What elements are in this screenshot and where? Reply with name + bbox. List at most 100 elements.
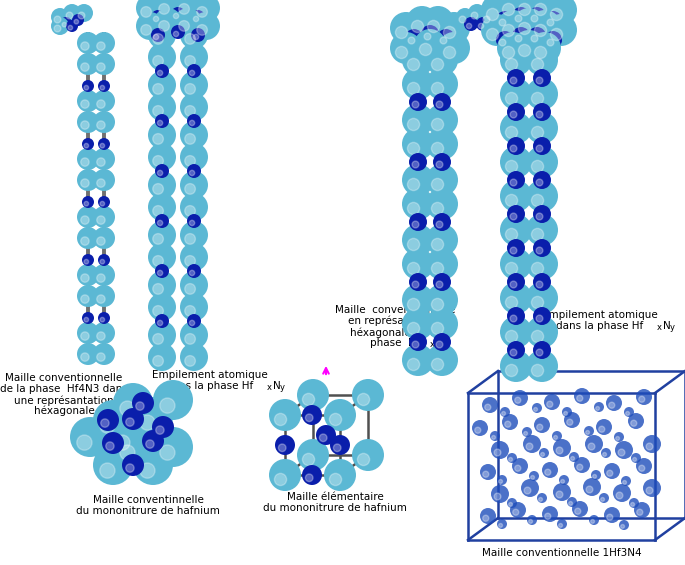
Circle shape: [561, 480, 564, 483]
Circle shape: [102, 432, 124, 454]
Circle shape: [510, 145, 517, 152]
Circle shape: [133, 397, 173, 437]
Circle shape: [529, 32, 561, 64]
Circle shape: [113, 383, 153, 423]
Circle shape: [529, 10, 561, 42]
Circle shape: [544, 31, 562, 49]
Circle shape: [519, 3, 531, 16]
Circle shape: [120, 401, 135, 416]
Circle shape: [486, 8, 499, 20]
Circle shape: [564, 412, 580, 428]
Circle shape: [185, 284, 195, 294]
Circle shape: [526, 112, 558, 144]
Circle shape: [534, 46, 547, 59]
Circle shape: [153, 84, 164, 94]
Circle shape: [502, 3, 514, 16]
Circle shape: [500, 146, 532, 178]
Circle shape: [533, 171, 551, 189]
Circle shape: [153, 380, 193, 420]
Circle shape: [526, 44, 558, 76]
Circle shape: [585, 435, 603, 453]
Circle shape: [436, 341, 443, 348]
Circle shape: [542, 462, 558, 478]
Circle shape: [158, 270, 163, 276]
Circle shape: [185, 233, 195, 244]
Circle shape: [100, 259, 105, 264]
Circle shape: [148, 21, 176, 49]
Circle shape: [532, 262, 544, 275]
Circle shape: [500, 180, 532, 212]
Circle shape: [621, 476, 631, 486]
Circle shape: [408, 238, 420, 250]
Circle shape: [68, 25, 73, 30]
Text: y: y: [670, 323, 675, 332]
Circle shape: [481, 0, 513, 26]
Circle shape: [414, 29, 446, 61]
Circle shape: [154, 8, 182, 36]
Circle shape: [589, 515, 599, 525]
Circle shape: [77, 169, 99, 191]
Circle shape: [81, 274, 89, 282]
Circle shape: [426, 284, 458, 316]
Circle shape: [628, 413, 644, 429]
Circle shape: [524, 487, 531, 494]
Circle shape: [406, 6, 438, 38]
Circle shape: [81, 179, 89, 187]
Circle shape: [408, 58, 420, 71]
Circle shape: [497, 10, 529, 42]
Circle shape: [494, 449, 501, 456]
Circle shape: [619, 520, 629, 530]
Circle shape: [97, 121, 105, 129]
Circle shape: [500, 214, 532, 246]
Circle shape: [185, 355, 195, 366]
Circle shape: [586, 431, 590, 434]
Circle shape: [571, 457, 575, 460]
Circle shape: [438, 32, 470, 64]
Circle shape: [192, 12, 220, 40]
Circle shape: [527, 515, 537, 525]
Circle shape: [408, 262, 420, 275]
Circle shape: [136, 12, 164, 40]
Circle shape: [625, 411, 630, 415]
Circle shape: [54, 16, 61, 23]
Text: en représantation: en représantation: [349, 316, 442, 327]
Circle shape: [534, 3, 547, 16]
Circle shape: [93, 111, 115, 133]
Circle shape: [531, 35, 538, 42]
Circle shape: [507, 69, 525, 87]
Circle shape: [84, 201, 88, 206]
Circle shape: [616, 492, 623, 499]
Circle shape: [522, 427, 532, 437]
Circle shape: [97, 216, 105, 224]
Circle shape: [507, 498, 517, 508]
Text: Maille conventionnelle 1Hf3N4: Maille conventionnelle 1Hf3N4: [482, 548, 642, 558]
Circle shape: [482, 397, 498, 413]
Circle shape: [93, 169, 115, 191]
Circle shape: [432, 202, 444, 215]
Circle shape: [551, 28, 562, 41]
Circle shape: [510, 213, 517, 220]
Circle shape: [542, 506, 558, 522]
Circle shape: [269, 459, 301, 491]
Circle shape: [51, 8, 69, 26]
Circle shape: [174, 0, 202, 19]
Circle shape: [526, 78, 558, 110]
Circle shape: [278, 444, 286, 451]
Circle shape: [98, 196, 110, 208]
Circle shape: [155, 314, 169, 328]
Circle shape: [81, 295, 89, 303]
Circle shape: [77, 53, 99, 75]
Circle shape: [507, 239, 525, 257]
Circle shape: [547, 401, 553, 407]
Circle shape: [153, 55, 164, 66]
Circle shape: [97, 295, 105, 303]
Circle shape: [275, 435, 295, 455]
Circle shape: [105, 442, 114, 450]
Circle shape: [408, 202, 420, 215]
Circle shape: [553, 483, 571, 501]
Circle shape: [512, 458, 528, 474]
Circle shape: [536, 281, 543, 288]
Circle shape: [93, 322, 115, 344]
Circle shape: [334, 444, 341, 451]
Circle shape: [519, 45, 531, 56]
